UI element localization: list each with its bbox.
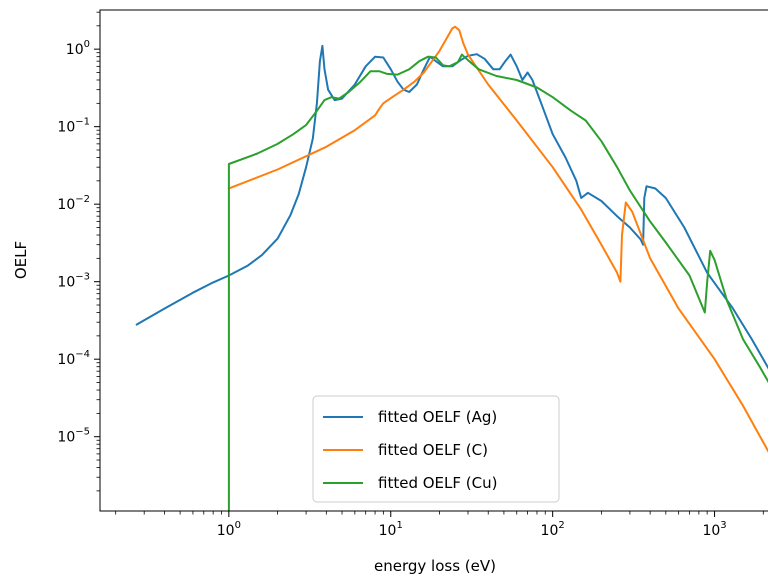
x-tick-label: 103	[702, 520, 726, 539]
y-axis-label: OELF	[12, 241, 30, 279]
ticks-layer: 100 101 102 103 10−5 10−4 10−3 10−2 10−1 100	[57, 11, 764, 539]
y-tick-label: 10−3	[57, 272, 90, 291]
series-line-2	[227, 53, 768, 511]
x-tick-label: 100	[217, 520, 241, 539]
x-tick-label: 101	[379, 520, 403, 539]
plot-frame	[99, 9, 768, 512]
legend-box	[312, 395, 560, 503]
x-axis-label: energy loss (eV)	[374, 557, 496, 575]
x-tick-label: 102	[541, 520, 565, 539]
series-layer	[135, 25, 768, 511]
series-line-0	[135, 44, 768, 370]
legend-label-cu: fitted OELF (Cu)	[378, 474, 497, 492]
y-tick-label: 100	[66, 39, 90, 58]
y-tick-label: 10−1	[57, 117, 90, 136]
legend-label-ag: fitted OELF (Ag)	[378, 408, 497, 426]
y-tick-label: 10−5	[57, 427, 90, 446]
y-tick-label: 10−4	[57, 349, 90, 368]
y-tick-label: 10−2	[57, 194, 90, 213]
legend-label-c: fitted OELF (C)	[378, 441, 488, 459]
series-line-1	[227, 25, 768, 453]
legend: fitted OELF (Ag) fitted OELF (C) fitted …	[312, 395, 560, 503]
